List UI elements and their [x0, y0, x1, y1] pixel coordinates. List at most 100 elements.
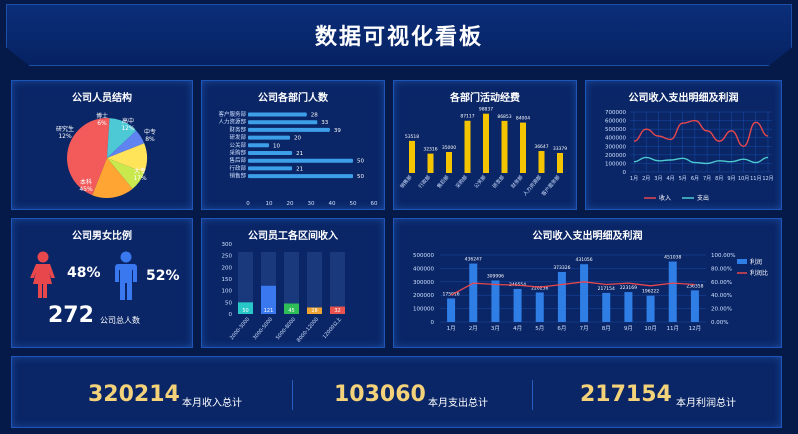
- salary-range-chart: 300 250 200 150 100 50 0 50 2000-3000 121 3000-500…: [222, 242, 345, 344]
- staff-structure-panel: 公司人员结构 本科 45% 研究生 12% 博士 6% 高中 12% 中专 8% 大专 17%: [11, 80, 193, 210]
- fund-category: 行政部: [417, 174, 432, 190]
- dept-value: 21: [296, 151, 303, 157]
- pie-label: 高中: [122, 117, 134, 125]
- profit-bar: [557, 271, 566, 322]
- pie-percent: 12%: [58, 133, 72, 140]
- pie-slice: [66, 118, 110, 196]
- fund-value: 53518: [405, 134, 419, 140]
- monthly-expense-total: 103060: [334, 382, 426, 407]
- fund-bar: [538, 151, 545, 173]
- profit-bar: [646, 295, 655, 322]
- profit-bar: [513, 288, 522, 322]
- x-tick-label: 50: [350, 201, 357, 207]
- x-tick-label: 10: [266, 201, 273, 207]
- y2-tick-label: 40.00%: [711, 293, 732, 299]
- profit-bar: [447, 298, 456, 322]
- x-tick-label: 9月: [727, 176, 735, 182]
- x-tick-label: 0: [246, 201, 250, 207]
- dept-bar: [248, 120, 318, 125]
- y-tick-label: 600000: [605, 119, 626, 125]
- y-tick-label: 200: [222, 265, 233, 271]
- dept-value: 50: [357, 174, 364, 180]
- y-tick-label: 500000: [413, 253, 434, 259]
- gender-icons: [30, 251, 137, 300]
- dept-category: 公关部: [229, 141, 246, 149]
- fund-value: 86853: [497, 114, 511, 120]
- y-tick-label: 700000: [605, 110, 626, 116]
- dept-value: 20: [294, 136, 301, 142]
- dept-value: 39: [334, 128, 341, 134]
- profit-value: 236358: [686, 283, 703, 289]
- x-tick-label: 12月: [689, 325, 702, 332]
- y-tick-label: 100000: [605, 161, 626, 167]
- profit-bar: [580, 264, 589, 322]
- panel-title: 公司收入支出明细及利润: [628, 93, 739, 104]
- fund-value: 32316: [423, 147, 437, 153]
- profit-bar: [690, 290, 699, 322]
- income-expense-line-panel: 公司收入支出明细及利润 700000 600000 500000 400000 3000…: [585, 80, 782, 210]
- fund-bar: [557, 152, 563, 173]
- legend-label: 利润: [750, 258, 762, 266]
- dept-bar: [248, 127, 330, 132]
- monthly-income-label: 本月收入总计: [182, 398, 242, 409]
- x-tick-label: 3月: [491, 325, 500, 332]
- panel-title: 公司各部门人数: [258, 93, 328, 104]
- income-profit-combo-panel: 公司收入支出明细及利润 500000 100.00% 400000 80.00% 300…: [393, 218, 782, 348]
- pie-slice: [107, 130, 145, 158]
- y2-tick-label: 20.00%: [711, 307, 732, 313]
- profit-value: 196222: [642, 289, 659, 295]
- income-expense-line-chart: 700000 600000 500000 400000 300000 200000 1000…: [605, 110, 774, 202]
- x-tick-label: 11月: [750, 176, 761, 182]
- series-line: [633, 156, 769, 165]
- legend-swatch: [737, 259, 747, 264]
- ratio-line: [450, 281, 695, 296]
- x-tick-label: 4月: [513, 325, 522, 332]
- fund-category: 研发部: [491, 174, 506, 190]
- profit-bar: [491, 280, 500, 322]
- fund-value: 98837: [479, 107, 493, 113]
- background-bar: [284, 252, 299, 314]
- fund-category: 售后部: [436, 174, 451, 190]
- y-tick-label: 400000: [605, 136, 626, 142]
- fund-bar: [446, 152, 452, 173]
- profit-bar: [624, 292, 633, 322]
- monthly-profit-total: 217154: [580, 382, 672, 407]
- y-tick-label: 200000: [413, 293, 434, 299]
- pie-percent: 8%: [145, 136, 155, 143]
- x-tick-label: 12月: [762, 176, 773, 182]
- dept-bar: [248, 158, 353, 163]
- income-category: 2000-3000: [229, 316, 251, 341]
- x-tick-label: 2月: [642, 176, 650, 182]
- dept-category: 研发部: [229, 133, 246, 141]
- panel-title: 各部门活动经费: [450, 93, 520, 104]
- y2-tick-label: 100.00%: [711, 253, 735, 259]
- fund-bar: [520, 122, 526, 173]
- legend-label: 支出: [697, 194, 709, 202]
- y-tick-label: 0: [623, 170, 627, 176]
- profit-value: 451038: [664, 255, 681, 261]
- x-tick-label: 10月: [738, 176, 749, 182]
- dept-fund-panel: 各部门活动经费 53518 销售部 32316 行政部 35000 售后部 87117 采购部…: [393, 80, 577, 210]
- income-category: 3000-5000: [252, 316, 274, 341]
- fund-value: 35000: [442, 145, 456, 151]
- y2-tick-label: 80.00%: [711, 266, 732, 272]
- fund-bar: [409, 140, 415, 173]
- dept-category: 人力资源部: [218, 118, 246, 126]
- x-tick-label: 8月: [715, 176, 723, 182]
- total-headcount: 272: [48, 303, 94, 328]
- income-category: 8000-12000: [296, 316, 320, 343]
- x-tick-label: 7月: [703, 176, 711, 182]
- background-bar: [330, 252, 345, 314]
- dept-category: 行政部: [229, 164, 246, 172]
- dept-category: 售后部: [229, 156, 246, 164]
- fund-bar: [427, 153, 434, 173]
- salary-range-panel: 公司员工各区间收入 300 250 200 150 100 50 0 50 2000-3000 1…: [201, 218, 385, 348]
- dept-value: 28: [311, 113, 318, 119]
- divider: [532, 380, 533, 410]
- x-tick-label: 4月: [666, 176, 674, 182]
- gender-ratio-panel: 公司男女比例 48% 52% 272 公司总人数: [11, 218, 193, 348]
- pie-slice: [92, 158, 133, 198]
- pie-label: 大专: [134, 167, 146, 175]
- male-percent: 52%: [146, 268, 180, 284]
